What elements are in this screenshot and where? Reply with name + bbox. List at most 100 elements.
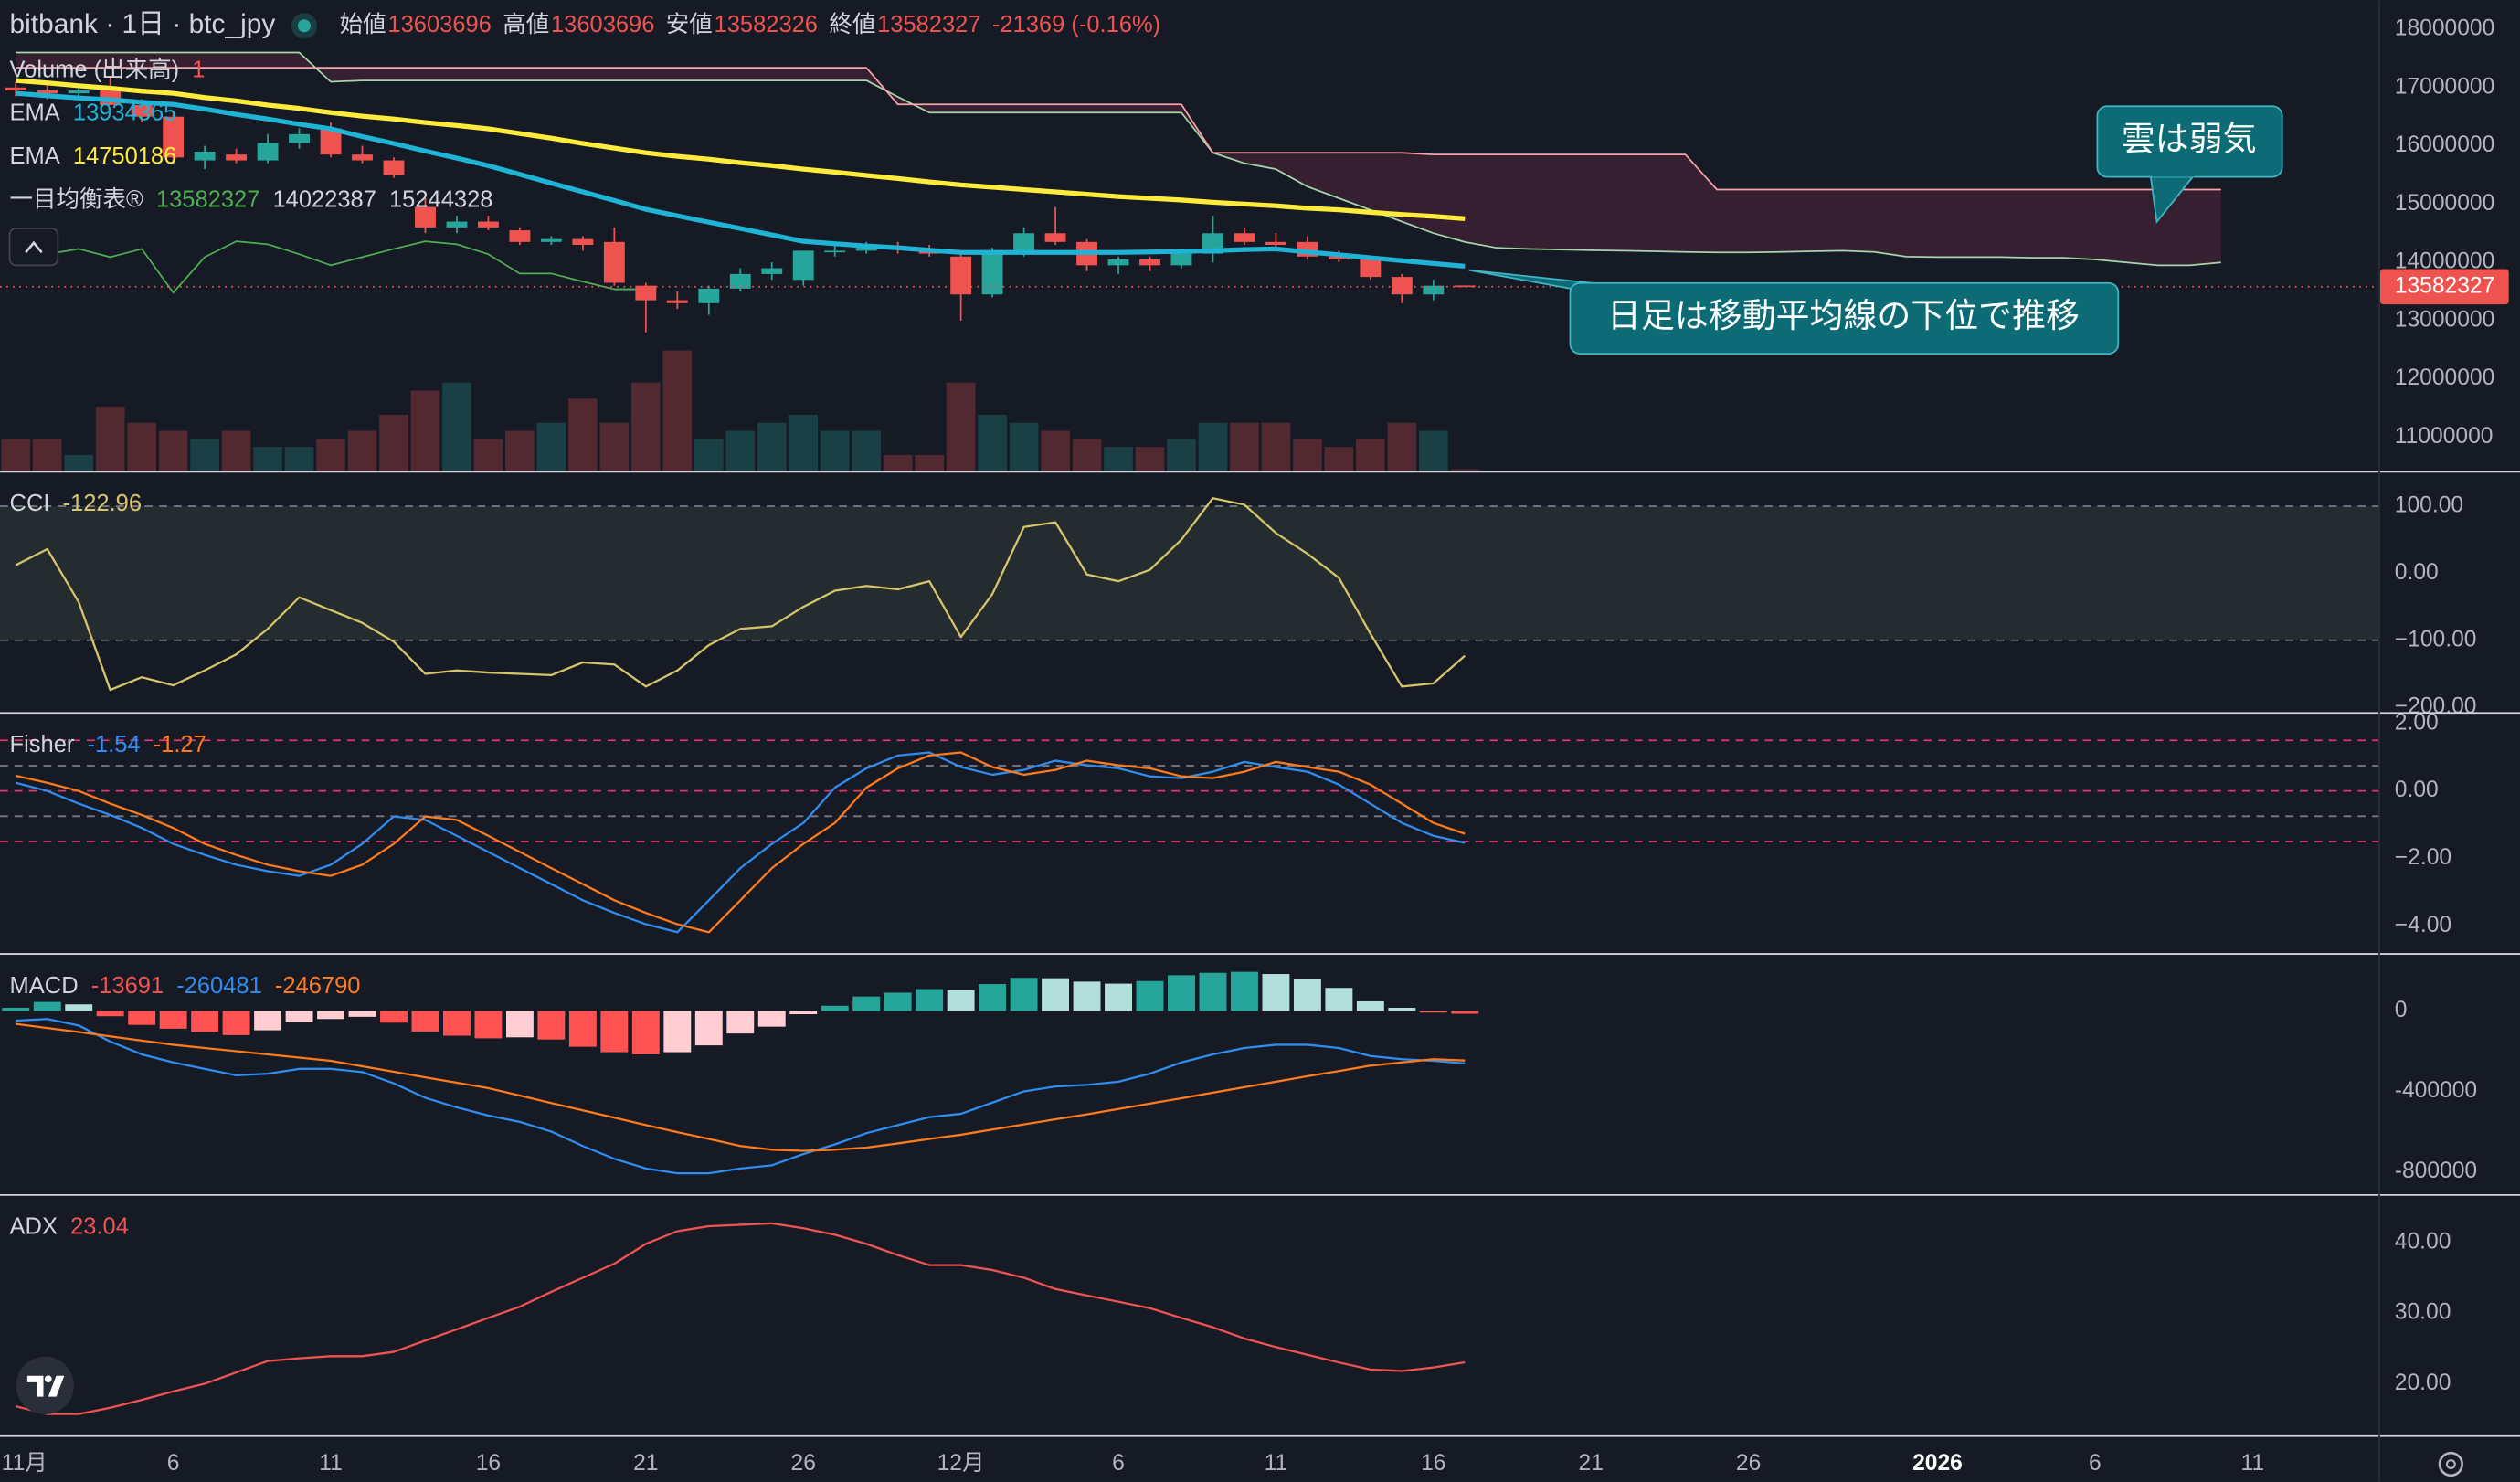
histogram-bar: [1230, 971, 1258, 1011]
histogram-bar: [663, 1011, 692, 1053]
histogram-bar: [317, 1011, 344, 1020]
x-tick-label: 16: [1421, 1451, 1445, 1476]
candle-body: [383, 160, 405, 175]
volume-bar: [1450, 469, 1480, 471]
volume-bar: [379, 414, 408, 471]
collapse-button[interactable]: [8, 228, 59, 267]
candle-body: [1044, 233, 1066, 242]
histogram-bar: [380, 1011, 408, 1023]
volume-bar: [915, 454, 944, 471]
candle-body: [1391, 277, 1413, 295]
volume-bar: [1009, 422, 1039, 471]
histogram-bar: [884, 992, 912, 1011]
y-tick-label: -400000: [2395, 1078, 2477, 1103]
y-tick-label: 0: [2395, 998, 2408, 1022]
x-tick-label: 12月: [937, 1451, 985, 1476]
volume-bar: [1072, 439, 1102, 471]
volume-bar: [757, 422, 787, 471]
indicator-line: [15, 497, 1466, 692]
x-tick-label: 2026: [1912, 1451, 1963, 1476]
cloud-fill: [16, 52, 2221, 266]
volume-bar: [1356, 439, 1385, 471]
ema-line: [16, 78, 1466, 221]
volume-bar: [1135, 447, 1165, 471]
lagging-span: [15, 240, 646, 294]
candle-body: [981, 250, 1003, 295]
x-tick-label: 26: [1736, 1451, 1761, 1476]
x-tick-label: 21: [633, 1451, 658, 1476]
histogram-bar: [1262, 974, 1290, 1011]
volume-bar: [505, 430, 535, 471]
y-tick-label: −100.00: [2395, 627, 2477, 651]
ohlc-label: 安値: [666, 12, 713, 37]
settings-button[interactable]: [2438, 1451, 2463, 1477]
chart-title: bitbank · 1日 · btc_jpy: [10, 9, 276, 39]
legend-name: EMA: [10, 101, 60, 126]
annotation-text: 日足は移動平均線の下位で推移: [1607, 297, 2080, 334]
volume-bar: [1387, 422, 1417, 471]
y-tick-label: 2.00: [2395, 710, 2439, 735]
legend-value: 13934365: [73, 101, 176, 126]
histogram-bar: [789, 1011, 818, 1015]
y-tick-label: 30.00: [2395, 1300, 2451, 1325]
candle-body: [289, 133, 310, 143]
volume-bar: [694, 439, 724, 471]
histogram-bar: [33, 1001, 61, 1011]
ohlc-label: 高値: [503, 12, 549, 37]
legend-value: 15244328: [389, 187, 492, 213]
candle-body: [1360, 259, 1382, 278]
candle-body: [635, 285, 657, 301]
histogram-bar: [2, 1007, 30, 1011]
candle-body: [37, 90, 58, 94]
histogram-bar: [1356, 1000, 1384, 1011]
y-tick-label: −200.00: [2395, 694, 2477, 719]
legend-value: -1.54: [87, 732, 140, 757]
histogram-bar: [757, 1011, 786, 1027]
histogram-bar: [505, 1011, 534, 1038]
volume-bar: [316, 439, 345, 471]
last-price-label: 13582327: [2395, 273, 2495, 298]
collapse-icon: [25, 240, 43, 254]
candle-body: [1139, 259, 1160, 266]
candle-body: [163, 116, 185, 158]
candle-body: [509, 230, 531, 242]
histogram-bar: [726, 1011, 755, 1034]
volume-bar: [789, 414, 819, 471]
volume-bar: [1198, 422, 1228, 471]
volume-bar: [883, 454, 913, 471]
volume-bar: [1041, 430, 1070, 471]
ohlc-value: 13603696: [551, 12, 654, 37]
histogram-bar: [1325, 988, 1353, 1011]
candle-body: [1454, 285, 1476, 288]
histogram-bar: [1388, 1007, 1416, 1011]
indicator-line: [16, 1022, 1466, 1152]
y-tick-label: 100.00: [2395, 492, 2463, 517]
candle-body: [729, 273, 751, 289]
legend-name: EMA: [10, 143, 60, 169]
ema-line: [16, 90, 1466, 270]
candle-body: [666, 300, 688, 303]
annotation-box: [1569, 281, 2120, 355]
pane-title: Fisher: [10, 732, 75, 757]
candle-body: [1265, 241, 1286, 246]
y-tick-label: 16000000: [2395, 132, 2495, 157]
volume-bar: [631, 382, 661, 471]
legend-value: 14022387: [272, 187, 376, 213]
histogram-bar: [348, 1011, 376, 1017]
candle-body: [1423, 285, 1445, 295]
volume-bar: [1230, 422, 1259, 471]
ohlc-value: 13582326: [715, 12, 818, 37]
legend-value: -246790: [275, 973, 361, 999]
volume-bar: [32, 439, 62, 471]
histogram-bar: [1293, 979, 1321, 1011]
histogram-bar: [443, 1011, 471, 1036]
candle-body: [5, 87, 26, 90]
candle-body: [950, 256, 972, 295]
volume-bar: [64, 454, 94, 471]
histogram-bar: [411, 1011, 439, 1032]
x-tick-label: 11: [2241, 1451, 2265, 1476]
ohlc-value: 13582327: [877, 12, 980, 37]
x-tick-label: 6: [1112, 1451, 1125, 1476]
